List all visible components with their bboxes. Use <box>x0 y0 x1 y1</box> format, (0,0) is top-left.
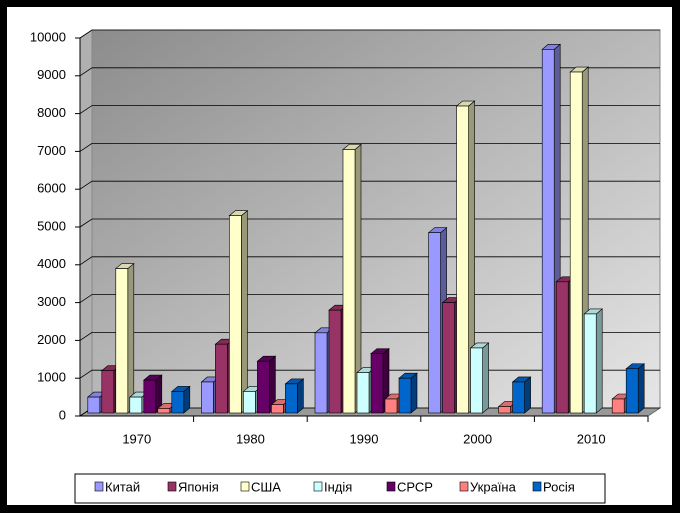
bar <box>157 408 171 414</box>
bar <box>87 396 101 414</box>
x-tick-label: 2000 <box>463 431 492 446</box>
bar-side <box>410 372 418 414</box>
x-tick-label: 1980 <box>236 431 265 446</box>
bar <box>470 347 483 414</box>
legend-label: Індія <box>324 479 352 494</box>
bar <box>512 381 525 414</box>
bar-side <box>297 378 304 414</box>
bar <box>271 404 284 414</box>
x-tick-label: 1970 <box>122 431 151 446</box>
bar <box>583 313 597 414</box>
legend <box>74 473 606 504</box>
y-tick-label: 3000 <box>37 294 66 309</box>
bar <box>314 332 328 414</box>
y-tick-label: 2000 <box>37 332 66 347</box>
bar <box>285 383 298 414</box>
bar <box>356 372 370 414</box>
bar <box>101 370 115 414</box>
bar <box>370 353 384 414</box>
y-tick-label: 8000 <box>37 105 66 120</box>
legend-swatch <box>459 481 469 492</box>
bar <box>611 398 625 414</box>
y-tick-label: 7000 <box>37 143 66 158</box>
x-tick-label: 1990 <box>350 431 379 446</box>
bar <box>257 360 270 414</box>
bar-side <box>127 262 135 414</box>
legend-swatch <box>240 481 250 492</box>
legend-swatch <box>313 481 323 492</box>
legend-swatch <box>532 481 542 492</box>
bar <box>555 281 569 414</box>
bar-side <box>595 308 603 414</box>
legend-swatch <box>94 481 104 492</box>
bar <box>201 381 214 414</box>
bar <box>243 391 256 414</box>
bar <box>342 149 356 414</box>
bar <box>171 391 185 414</box>
bar-side <box>482 342 489 414</box>
bar <box>129 396 143 414</box>
legend-swatch <box>386 481 396 492</box>
legend-label: Росія <box>543 479 575 494</box>
bar <box>115 268 129 414</box>
legend-label: Китай <box>105 479 140 494</box>
bar <box>442 302 455 414</box>
y-tick-label: 1000 <box>37 370 66 385</box>
legend-label: Японія <box>178 479 219 494</box>
y-tick-label: 9000 <box>37 67 66 82</box>
legend-label: СРСР <box>397 479 433 494</box>
bar <box>143 379 157 414</box>
bar-side <box>524 376 531 414</box>
y-tick-label: 4000 <box>37 256 66 271</box>
bar <box>541 49 555 414</box>
bar <box>398 377 412 414</box>
bar-side <box>637 363 645 414</box>
bar <box>328 309 342 414</box>
y-tick-label: 10000 <box>30 29 66 44</box>
bar <box>229 215 242 414</box>
bar <box>625 368 639 414</box>
legend-label: США <box>251 479 281 494</box>
legend-swatch <box>167 481 177 492</box>
bar <box>428 232 441 414</box>
bar <box>384 398 398 414</box>
bar <box>215 343 228 414</box>
y-tick-label: 5000 <box>37 218 66 233</box>
grid-line <box>79 67 660 77</box>
y-tick-label: 6000 <box>37 181 66 196</box>
bar <box>569 71 583 414</box>
legend-label: Україна <box>470 479 517 494</box>
bar-side <box>241 210 248 414</box>
x-tick-label: 2010 <box>577 431 606 446</box>
bar <box>498 406 511 414</box>
bar <box>456 105 469 414</box>
grid-line <box>79 29 660 39</box>
y-tick-label: 0 <box>59 407 66 422</box>
